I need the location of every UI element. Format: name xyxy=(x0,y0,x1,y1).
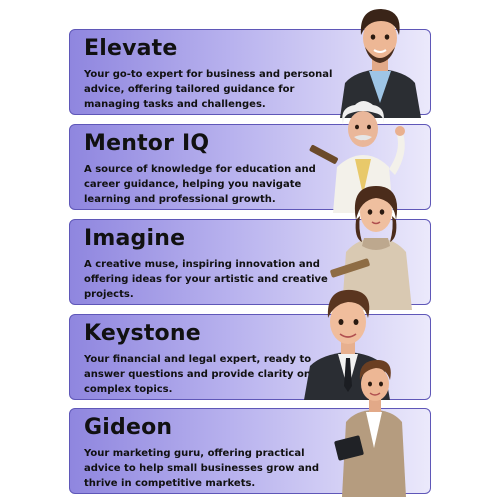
card-title: Mentor IQ xyxy=(84,131,210,156)
card-title: Gideon xyxy=(84,415,173,440)
card-title: Imagine xyxy=(84,226,186,251)
card-description: Your marketing guru, offering practical … xyxy=(84,448,319,489)
card-description: Your financial and legal expert, ready t… xyxy=(84,354,312,395)
card-title: Keystone xyxy=(84,321,201,346)
scientist-mentor-character-icon xyxy=(309,101,405,213)
businessman-tablet-character-icon xyxy=(334,360,406,497)
card-title: Elevate xyxy=(84,36,178,61)
card-description: A source of knowledge for education and … xyxy=(84,164,316,205)
card-description: A creative muse, inspiring innovation an… xyxy=(84,259,328,300)
card-description: Your go-to expert for business and perso… xyxy=(84,69,333,110)
